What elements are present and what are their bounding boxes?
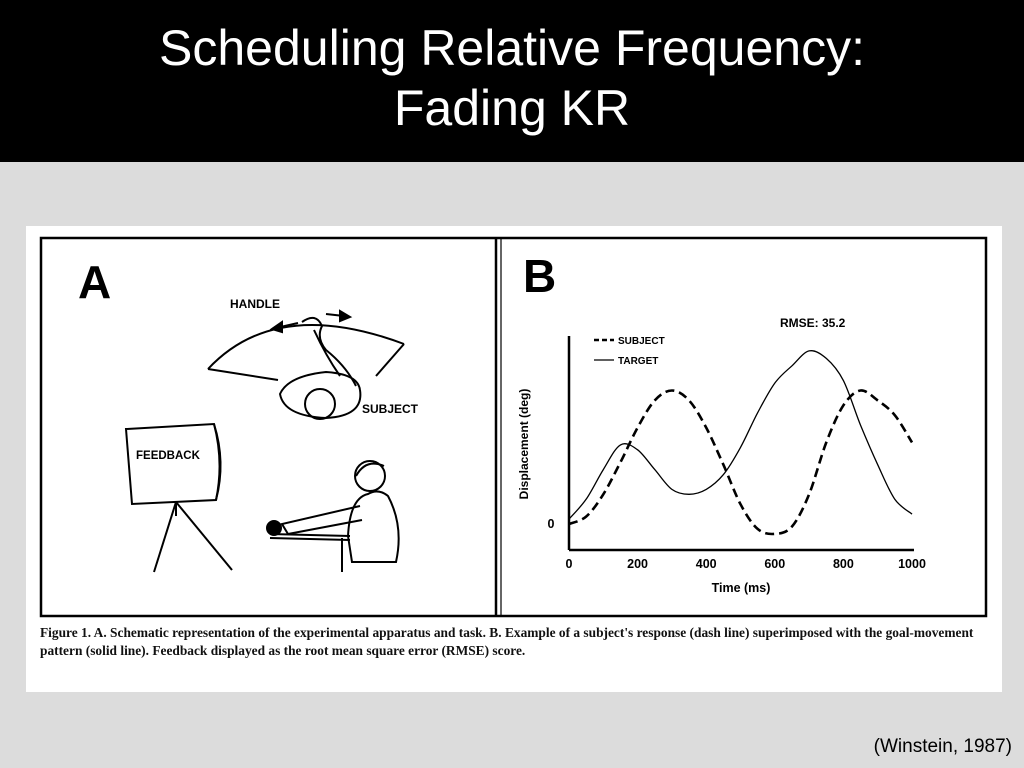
series-line-target [568,350,913,520]
figure-graphic: A HANDLE SUBJECT FEEDBACK [39,236,988,618]
x-tick-label: 1000 [898,557,926,571]
y-tick-labels: 0 [548,517,555,531]
subject-label: SUBJECT [362,402,419,416]
apparatus-arc [207,323,405,381]
figure-frame [39,236,988,618]
legend-subject-label: SUBJECT [618,336,665,347]
chart-series [568,350,914,536]
caption-figure-label: Figure 1. [40,625,92,640]
x-tick-label: 200 [627,557,648,571]
x-tick-label: 800 [833,557,854,571]
rmse-label: RMSE: 35.2 [780,316,846,330]
feedback-monitor-icon [124,422,233,573]
legend-target-label: TARGET [618,356,658,367]
series-line-subject [568,389,914,536]
citation: (Winstein, 1987) [873,736,1012,757]
panel-a-letter: A [78,256,111,308]
x-tick-label: 0 [566,557,573,571]
direction-arrows-icon [269,309,353,334]
figure-card: A HANDLE SUBJECT FEEDBACK [26,226,1002,692]
feedback-label: FEEDBACK [136,450,201,462]
chart-legend: SUBJECT TARGET [594,336,665,367]
panel-b-letter: B [523,250,556,302]
x-tick-label: 600 [764,557,785,571]
title-bar: Scheduling Relative Frequency: Fading KR [0,0,1024,162]
handle-label: HANDLE [230,297,280,311]
subject-top-view-icon [278,316,362,420]
y-tick-label: 0 [548,517,555,531]
x-tick-label: 400 [696,557,717,571]
caption-text: A. Schematic representation of the exper… [40,625,974,658]
slide-title: Scheduling Relative Frequency: Fading KR [0,18,1024,138]
y-axis-label: Displacement (deg) [517,389,531,500]
slide-title-line2: Fading KR [393,80,631,136]
x-tick-labels: 0 200 400 600 800 1000 [566,557,926,571]
subject-side-view-icon [266,460,400,572]
x-axis-label: Time (ms) [712,581,771,595]
figure-caption: Figure 1. A. Schematic representation of… [40,624,992,660]
chart-axes [567,336,914,552]
slide-title-line1: Scheduling Relative Frequency: [159,20,865,76]
